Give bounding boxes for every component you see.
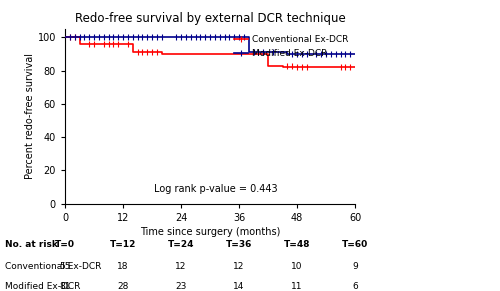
Text: Log rank p-value = 0.443: Log rank p-value = 0.443 (154, 184, 278, 194)
Text: Modified Ex-DCR: Modified Ex-DCR (5, 282, 80, 291)
Text: 28: 28 (118, 282, 128, 291)
Text: Conventional Ex-DCR: Conventional Ex-DCR (5, 262, 102, 271)
Text: T=48: T=48 (284, 240, 310, 249)
Text: T=0: T=0 (55, 240, 75, 249)
Text: 12: 12 (234, 262, 244, 271)
Text: 11: 11 (291, 282, 303, 291)
Text: 18: 18 (117, 262, 129, 271)
Text: 14: 14 (234, 282, 244, 291)
Legend: Conventional Ex-DCR, Modified Ex-DCR: Conventional Ex-DCR, Modified Ex-DCR (232, 34, 350, 60)
X-axis label: Time since surgery (months): Time since surgery (months) (140, 227, 280, 237)
Text: 12: 12 (176, 262, 186, 271)
Text: 55: 55 (60, 262, 71, 271)
Text: 10: 10 (291, 262, 303, 271)
Title: Redo-free survival by external DCR technique: Redo-free survival by external DCR techn… (74, 12, 345, 25)
Text: 81: 81 (60, 282, 71, 291)
Y-axis label: Percent redo-free survival: Percent redo-free survival (25, 54, 35, 179)
Text: 6: 6 (352, 282, 358, 291)
Text: T=24: T=24 (168, 240, 194, 249)
Text: No. at risk: No. at risk (5, 240, 58, 249)
Text: 23: 23 (176, 282, 186, 291)
Text: T=36: T=36 (226, 240, 252, 249)
Text: 9: 9 (352, 262, 358, 271)
Text: T=60: T=60 (342, 240, 368, 249)
Text: T=12: T=12 (110, 240, 136, 249)
